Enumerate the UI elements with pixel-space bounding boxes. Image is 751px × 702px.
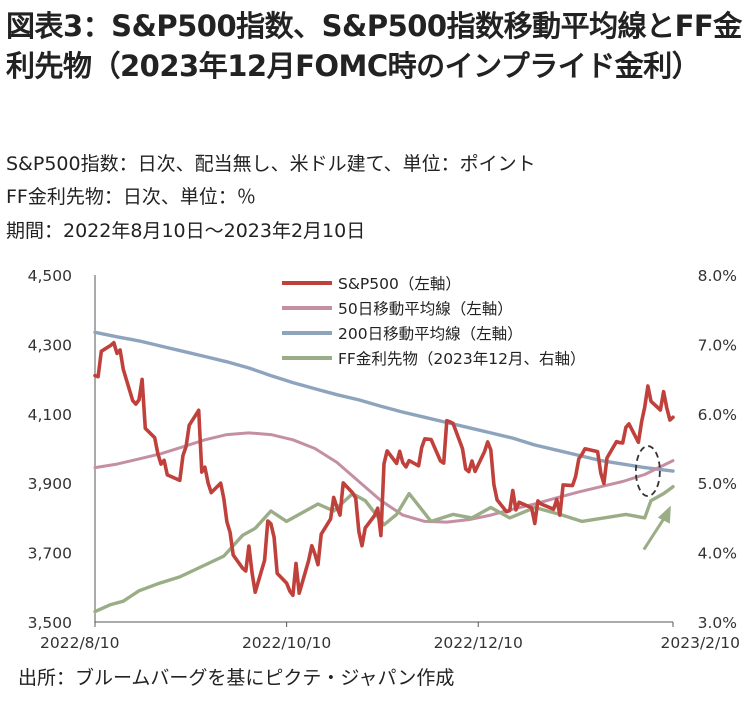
legend-ma50-label: 50日移動平均線（左軸） — [338, 300, 513, 318]
chart-title: 図表3：S&P500指数、S&P500指数移動平均線とFF金利先物（2023年1… — [6, 9, 742, 83]
crossover-ellipse — [634, 445, 661, 497]
y-right-tick-label: 8.0% — [698, 267, 737, 285]
x-tick-label: 2022/10/10 — [242, 634, 331, 652]
legend-sp500-label: S&P500（左軸） — [338, 275, 461, 293]
chart-annotations — [634, 445, 671, 551]
x-tick-label: 2023/2/10 — [661, 634, 740, 652]
x-tick-label: 2022/8/10 — [40, 634, 119, 652]
legend-ma200-label: 200日移動平均線（左軸） — [338, 325, 523, 343]
y-left-tick-label: 4,500 — [28, 267, 72, 285]
sp500-line — [93, 340, 675, 598]
y-right-tick-label: 7.0% — [698, 336, 737, 354]
source-note: 出所：ブルームバーグを基にピクテ・ジャパン作成 — [18, 667, 455, 689]
annotation-arrow-shaft — [642, 514, 668, 551]
y-right-tick-label: 5.0% — [698, 475, 737, 493]
chart-series — [93, 330, 675, 614]
x-tick-label: 2022/12/10 — [434, 634, 523, 652]
y-right-tick-label: 3.0% — [698, 614, 737, 632]
y-right-tick-label: 6.0% — [698, 406, 737, 424]
chart-ticks: 3,500 3,700 3,900 4,100 4,300 4,500 3.0% 4.0% 5.… — [28, 267, 740, 652]
annotation-arrow-head — [657, 505, 671, 524]
y-left-tick-label: 4,300 — [28, 336, 72, 354]
y-left-tick-label: 3,900 — [28, 475, 72, 493]
note-sp500: S&P500指数：日次、配当無し、米ドル建て、単位：ポイント — [6, 153, 536, 175]
y-left-tick-label: 3,700 — [28, 545, 72, 563]
note-ff-futures: FF金利先物：日次、単位：％ — [6, 186, 256, 208]
y-left-tick-label: 3,500 — [28, 614, 72, 632]
line-chart: 3,500 3,700 3,900 4,100 4,300 4,500 3.0% 4.0% 5.… — [28, 267, 740, 652]
ma200-line — [93, 330, 675, 473]
chart-legend: S&P500（左軸） 50日移動平均線（左軸） 200日移動平均線（左軸） FF金利先… — [282, 275, 586, 368]
y-left-tick-label: 4,100 — [28, 406, 72, 424]
y-right-tick-label: 4.0% — [698, 545, 737, 563]
legend-ff-futures-label: FF金利先物（2023年12月、右軸） — [338, 350, 586, 368]
note-period: 期間：2022年8月10日～2023年2月10日 — [6, 220, 366, 242]
